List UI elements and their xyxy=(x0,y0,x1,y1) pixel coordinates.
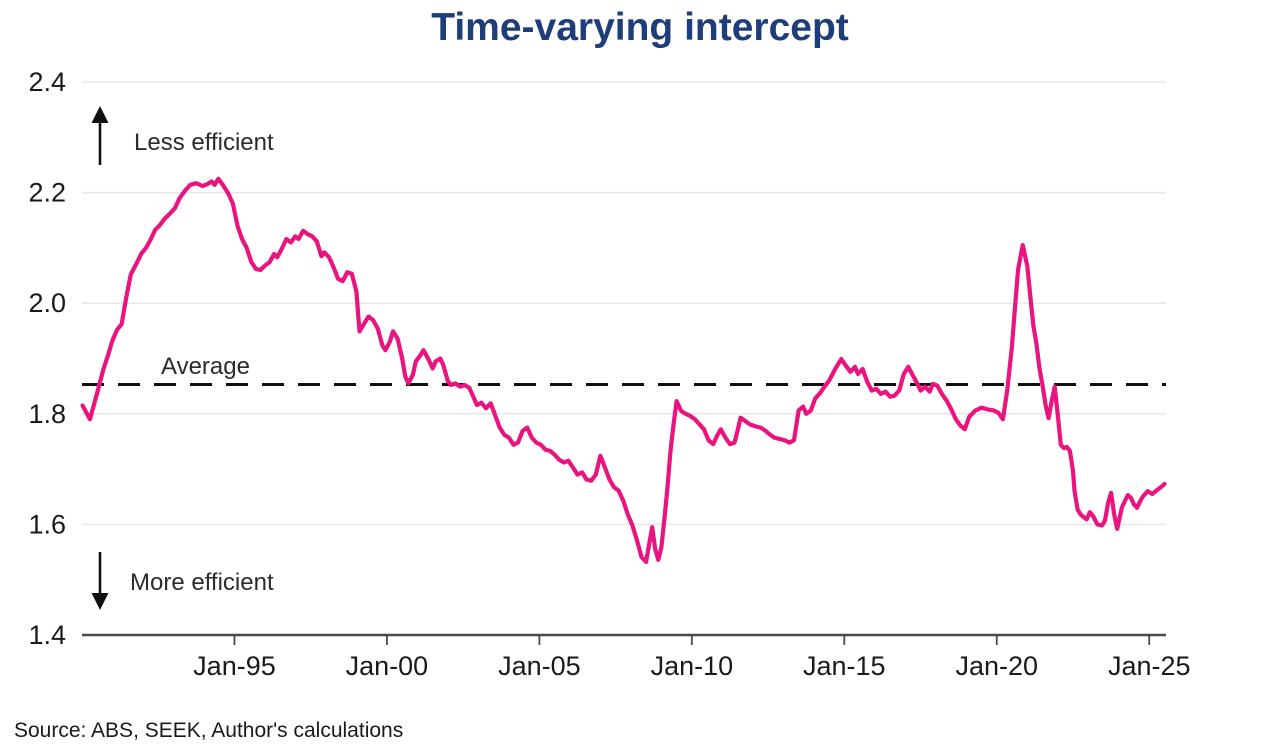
x-tick-label: Jan-15 xyxy=(803,651,886,681)
more-efficient-label: More efficient xyxy=(130,569,274,596)
average-label: Average xyxy=(161,353,250,380)
page-title: Time-varying intercept xyxy=(431,6,849,49)
axes: 2.4 2.2 2.0 1.8 1.6 1.4 Jan-95 Jan-00 Jan-05 Jan-… xyxy=(28,67,1190,681)
more-efficient-annotation: More efficient xyxy=(91,552,274,610)
series-group xyxy=(80,176,1167,565)
x-tick-label: Jan-10 xyxy=(651,651,734,681)
source-note: Source: ABS, SEEK, Author's calculations xyxy=(14,719,404,742)
y-tick-label: 1.8 xyxy=(28,399,66,429)
less-efficient-label: Less efficient xyxy=(134,129,274,156)
x-tick-label: Jan-05 xyxy=(498,651,581,681)
x-tick-label: Jan-25 xyxy=(1108,651,1191,681)
x-tick-label: Jan-95 xyxy=(193,651,276,681)
chart-line xyxy=(80,176,1167,565)
less-efficient-annotation: Less efficient xyxy=(91,106,274,165)
gridlines xyxy=(82,81,1166,526)
arrow-up-icon xyxy=(91,106,109,165)
x-tick-label: Jan-20 xyxy=(955,651,1038,681)
y-tick-label: 1.4 xyxy=(28,620,66,650)
y-tick-label: 1.6 xyxy=(28,509,66,539)
y-tick-label: 2.2 xyxy=(28,178,66,208)
x-tick-label: Jan-00 xyxy=(346,651,429,681)
arrow-down-icon xyxy=(91,552,109,610)
chart: 2.4 2.2 2.0 1.8 1.6 1.4 Jan-95 Jan-00 Jan-05 Jan-… xyxy=(28,67,1190,681)
y-tick-label: 2.4 xyxy=(28,67,66,97)
y-tick-label: 2.0 xyxy=(28,288,66,318)
